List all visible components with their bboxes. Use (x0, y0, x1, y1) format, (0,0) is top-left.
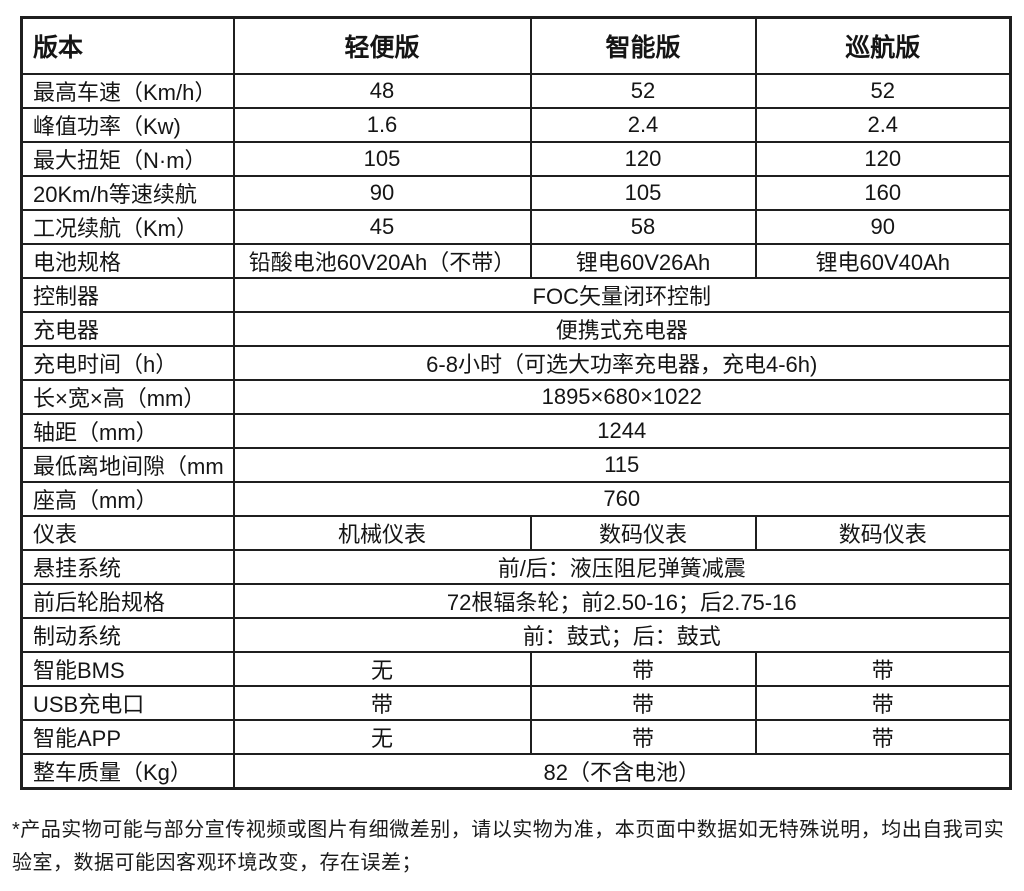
cell-value: 锂电60V26Ah (529, 243, 757, 279)
row-label: 20Km/h等速续航 (20, 175, 235, 211)
cell-value-span: 82（不含电池） (232, 753, 1012, 790)
table-row: 智能APP 无带带 (20, 719, 1012, 755)
cell-value: 90 (754, 209, 1012, 245)
row-label: 工况续航（Km） (20, 209, 235, 245)
row-label: 轴距（mm） (20, 413, 235, 449)
row-label: 控制器 (20, 277, 235, 313)
cell-value-span: 1244 (232, 413, 1012, 449)
table-row: 工况续航（Km） 45 58 90 (20, 209, 1012, 245)
header-col-light: 轻便版 (232, 16, 532, 75)
table-row: 仪表 机械仪表 数码仪表 数码仪表 (20, 515, 1012, 551)
cell-value-span: 1895×680×1022 (232, 379, 1012, 415)
row-label: 制动系统 (20, 617, 235, 653)
table-row: 长×宽×高（mm） 1895×680×1022 (20, 379, 1012, 415)
cell-value: 48 (232, 73, 532, 109)
cell-value: 无 (232, 651, 532, 687)
cell-value-span: 便携式充电器 (232, 311, 1012, 347)
table-row: 充电器 便携式充电器 (20, 311, 1012, 347)
row-label: 充电器 (20, 311, 235, 347)
cell-value-span: 760 (232, 481, 1012, 517)
cell-value-span: 115 (232, 447, 1012, 483)
row-label: 最高车速（Km/h） (20, 73, 235, 109)
cell-value: 数码仪表 (529, 515, 757, 551)
table-row: 充电时间（h） 6-8小时（可选大功率充电器，充电4-6h) (20, 345, 1012, 381)
cell-value-span: 6-8小时（可选大功率充电器，充电4-6h) (232, 345, 1012, 381)
cell-value: 105 (529, 175, 757, 211)
table-row: 20Km/h等速续航 90 105 160 (20, 175, 1012, 211)
cell-value: 45 (232, 209, 532, 245)
cell-value: 数码仪表 (754, 515, 1012, 551)
header-col-cruise: 巡航版 (754, 16, 1012, 75)
cell-value: 120 (754, 141, 1012, 177)
cell-value: 160 (754, 175, 1012, 211)
cell-value: 120 (529, 141, 757, 177)
cell-value: 带 (754, 685, 1012, 721)
row-label: 长×宽×高（mm） (20, 379, 235, 415)
row-label: 电池规格 (20, 243, 235, 279)
row-label: 整车质量（Kg） (20, 753, 235, 790)
table-row: 座高（mm） 760 (20, 481, 1012, 517)
table-row: 电池规格 铅酸电池60V20Ah（不带） 锂电60V26Ah 锂电60V40Ah (20, 243, 1012, 279)
cell-value: 带 (232, 685, 532, 721)
cell-value: 1.6 (232, 107, 532, 143)
cell-value-span: 前：鼓式；后：鼓式 (232, 617, 1012, 653)
table-row: 轴距（mm） 1244 (20, 413, 1012, 449)
cell-value: 无 (232, 719, 532, 755)
table-row: 智能BMS 无带带 (20, 651, 1012, 687)
row-label: 悬挂系统 (20, 549, 235, 585)
cell-value: 2.4 (529, 107, 757, 143)
row-label: USB充电口 (20, 685, 235, 721)
cell-value: 带 (529, 719, 757, 755)
table-row: 峰值功率（Kw) 1.6 2.4 2.4 (20, 107, 1012, 143)
row-label: 峰值功率（Kw) (20, 107, 235, 143)
table-row: 最大扭矩（N·m） 105 120 120 (20, 141, 1012, 177)
cell-value: 52 (754, 73, 1012, 109)
table-row: 整车质量（Kg） 82（不含电池） (20, 753, 1012, 790)
table-row: 前后轮胎规格 72根辐条轮；前2.50-16；后2.75-16 (20, 583, 1012, 619)
row-label: 智能APP (20, 719, 235, 755)
row-label: 前后轮胎规格 (20, 583, 235, 619)
cell-value-span: 72根辐条轮；前2.50-16；后2.75-16 (232, 583, 1012, 619)
table-row: 悬挂系统 前/后：液压阻尼弹簧减震 (20, 549, 1012, 585)
cell-value: 2.4 (754, 107, 1012, 143)
row-label: 最低离地间隙（mm (20, 447, 235, 483)
cell-value-span: 前/后：液压阻尼弹簧减震 (232, 549, 1012, 585)
header-row: 版本 轻便版 智能版 巡航版 (20, 16, 1012, 75)
row-label: 座高（mm） (20, 481, 235, 517)
row-label: 仪表 (20, 515, 235, 551)
table-row: 控制器 FOC矢量闭环控制 (20, 277, 1012, 313)
cell-value: 带 (754, 719, 1012, 755)
row-label: 智能BMS (20, 651, 235, 687)
table-row: 最高车速（Km/h） 48 52 52 (20, 73, 1012, 109)
cell-value: 90 (232, 175, 532, 211)
table-row: 制动系统 前：鼓式；后：鼓式 (20, 617, 1012, 653)
spec-table: 版本 轻便版 智能版 巡航版 最高车速（Km/h） 48 52 52 峰值功率（Kw) 1… (20, 16, 1012, 790)
cell-value-span: FOC矢量闭环控制 (232, 277, 1012, 313)
header-col-smart: 智能版 (529, 16, 757, 75)
cell-value: 105 (232, 141, 532, 177)
cell-value: 58 (529, 209, 757, 245)
row-label: 最大扭矩（N·m） (20, 141, 235, 177)
row-label: 充电时间（h） (20, 345, 235, 381)
footnote-text: *产品实物可能与部分宣传视频或图片有细微差别，请以实物为准，本页面中数据如无特殊… (12, 819, 1005, 874)
cell-value: 锂电60V40Ah (754, 243, 1012, 279)
header-version-label: 版本 (20, 16, 235, 75)
table-row: USB充电口带带带 (20, 685, 1012, 721)
cell-value: 带 (754, 651, 1012, 687)
cell-value: 机械仪表 (232, 515, 532, 551)
cell-value: 带 (529, 685, 757, 721)
cell-value: 带 (529, 651, 757, 687)
cell-value: 铅酸电池60V20Ah（不带） (232, 243, 532, 279)
cell-value: 52 (529, 73, 757, 109)
table-row: 最低离地间隙（mm 115 (20, 447, 1012, 483)
